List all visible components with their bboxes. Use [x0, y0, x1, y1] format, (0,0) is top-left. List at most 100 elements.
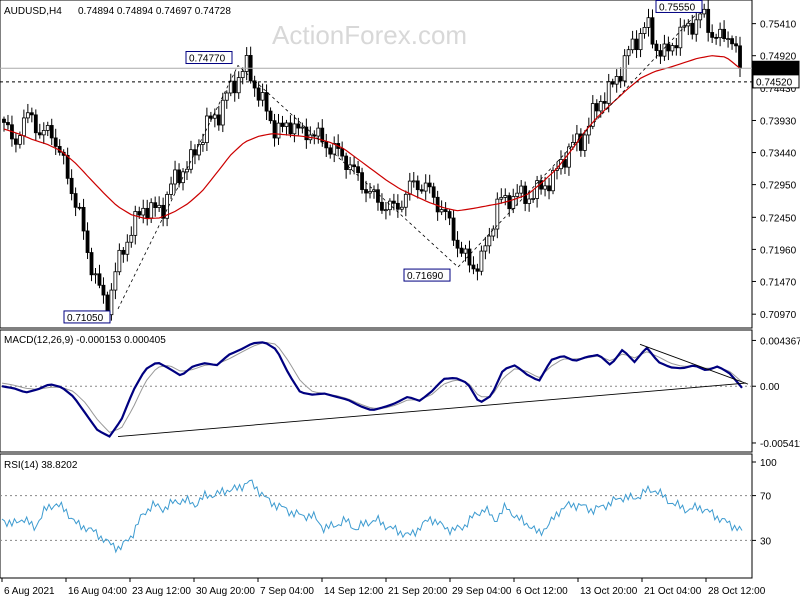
candle-body [224, 92, 229, 101]
rsi-tick-label: 100 [760, 458, 777, 469]
candle-body [129, 234, 134, 243]
candle-body [459, 247, 464, 254]
rsi-tick-label: 70 [760, 492, 772, 503]
candle-body [598, 101, 603, 112]
candle-body [726, 38, 730, 41]
candle-body [212, 114, 217, 119]
candle-body [41, 130, 46, 136]
macd-tick-label: 0.00 [760, 382, 780, 393]
rsi-title: RSI(14) 38.8202 [4, 460, 78, 471]
candle-body [141, 207, 146, 216]
candle-body [710, 32, 715, 38]
y-tick-label: 0.75410 [760, 20, 797, 31]
candle-body [21, 117, 26, 137]
candle-body [216, 114, 221, 126]
candle-body [300, 126, 305, 129]
candle-body [694, 19, 699, 35]
candle-body [447, 211, 452, 219]
candle-body [173, 169, 177, 185]
candle-body [101, 284, 106, 296]
candle-body [419, 189, 424, 192]
candle-body [698, 13, 703, 21]
moving-average-line [3, 55, 741, 220]
rsi-tick-label: 30 [760, 536, 772, 547]
candle-body [228, 80, 233, 94]
y-tick-label: 0.72450 [760, 213, 797, 224]
x-tick-label: 16 Aug 04:00 [68, 586, 127, 597]
candle-body [292, 123, 297, 135]
candle-body [316, 127, 321, 137]
x-tick-label: 23 Aug 12:00 [132, 586, 191, 597]
candle-body [201, 142, 205, 145]
x-tick-label: 6 Oct 12:00 [516, 586, 568, 597]
candle-body [455, 239, 460, 249]
y-tick-label: 0.71960 [760, 245, 797, 256]
watermark: ActionForex.com [272, 20, 467, 50]
candle-body [391, 200, 396, 204]
candle-body [260, 92, 265, 101]
macd-tick-label: 0.004367 [760, 336, 800, 347]
candle-body [495, 198, 500, 230]
candle-body [320, 127, 325, 143]
candle-body [642, 26, 647, 34]
x-tick-label: 7 Sep 04:00 [260, 586, 314, 597]
rsi-plot-layer [0, 479, 752, 554]
pivot-label-box [63, 310, 111, 324]
axis-layer: 0.75410 0.74920 0.74430 0.73930 0.73440 0.729… [1, 20, 800, 597]
y-tick-label: 0.72950 [760, 181, 797, 192]
candle-body [53, 137, 58, 147]
candle-body [423, 182, 428, 192]
x-tick-label: 6 Aug 2021 [4, 586, 55, 597]
rsi-line [1, 479, 743, 554]
candle-body [236, 77, 241, 94]
candle-body [563, 159, 567, 168]
candle-body [37, 132, 42, 136]
x-tick-label: 21 Sep 20:00 [388, 586, 448, 597]
macd-tick-label: -0.005411 [760, 439, 800, 450]
y-tick-label: 0.74430 [760, 84, 797, 95]
candle-body [14, 138, 18, 145]
pivot-label: 0.71690 [407, 271, 444, 282]
price-tag-box [752, 60, 800, 75]
candle-body [395, 202, 400, 210]
candle-body [145, 207, 150, 219]
candle-body [662, 43, 667, 57]
macd-plot-layer [0, 341, 752, 438]
candle-body [654, 43, 659, 51]
candle-body [686, 22, 691, 27]
candle-body [690, 22, 695, 35]
x-tick-label: 13 Oct 20:00 [580, 586, 638, 597]
candle-body [232, 80, 237, 94]
candle-body [531, 198, 536, 200]
candle-body [25, 112, 30, 119]
candle-body [483, 245, 488, 252]
candle-body [730, 38, 734, 45]
candle-body [499, 197, 504, 200]
x-tick-label: 30 Aug 20:00 [196, 586, 255, 597]
candle-body [364, 189, 368, 194]
candle-body [606, 81, 611, 104]
candle-body [65, 154, 70, 179]
candle-body [69, 177, 74, 194]
candle-body [268, 110, 273, 122]
candle-body [626, 49, 631, 57]
candle-body [45, 125, 50, 131]
candle-body [368, 191, 372, 194]
candle-body [666, 43, 671, 52]
candle-body [503, 195, 508, 198]
pivot-label: 0.74770 [189, 54, 226, 65]
pivot-label-box [403, 268, 451, 282]
candle-body [29, 112, 34, 116]
candle-body [646, 17, 651, 28]
candle-body [467, 248, 472, 266]
candle-body [399, 206, 404, 210]
candle-body [125, 241, 130, 255]
pivot-label: 0.71050 [67, 313, 104, 324]
candle-body [602, 101, 607, 104]
candle-body [451, 217, 456, 241]
candle-body [6, 122, 10, 126]
pivot-label: 0.75550 [659, 2, 696, 13]
y-tick-label: 0.73440 [760, 149, 797, 160]
candle-body [117, 249, 122, 273]
candle-body [519, 185, 524, 194]
